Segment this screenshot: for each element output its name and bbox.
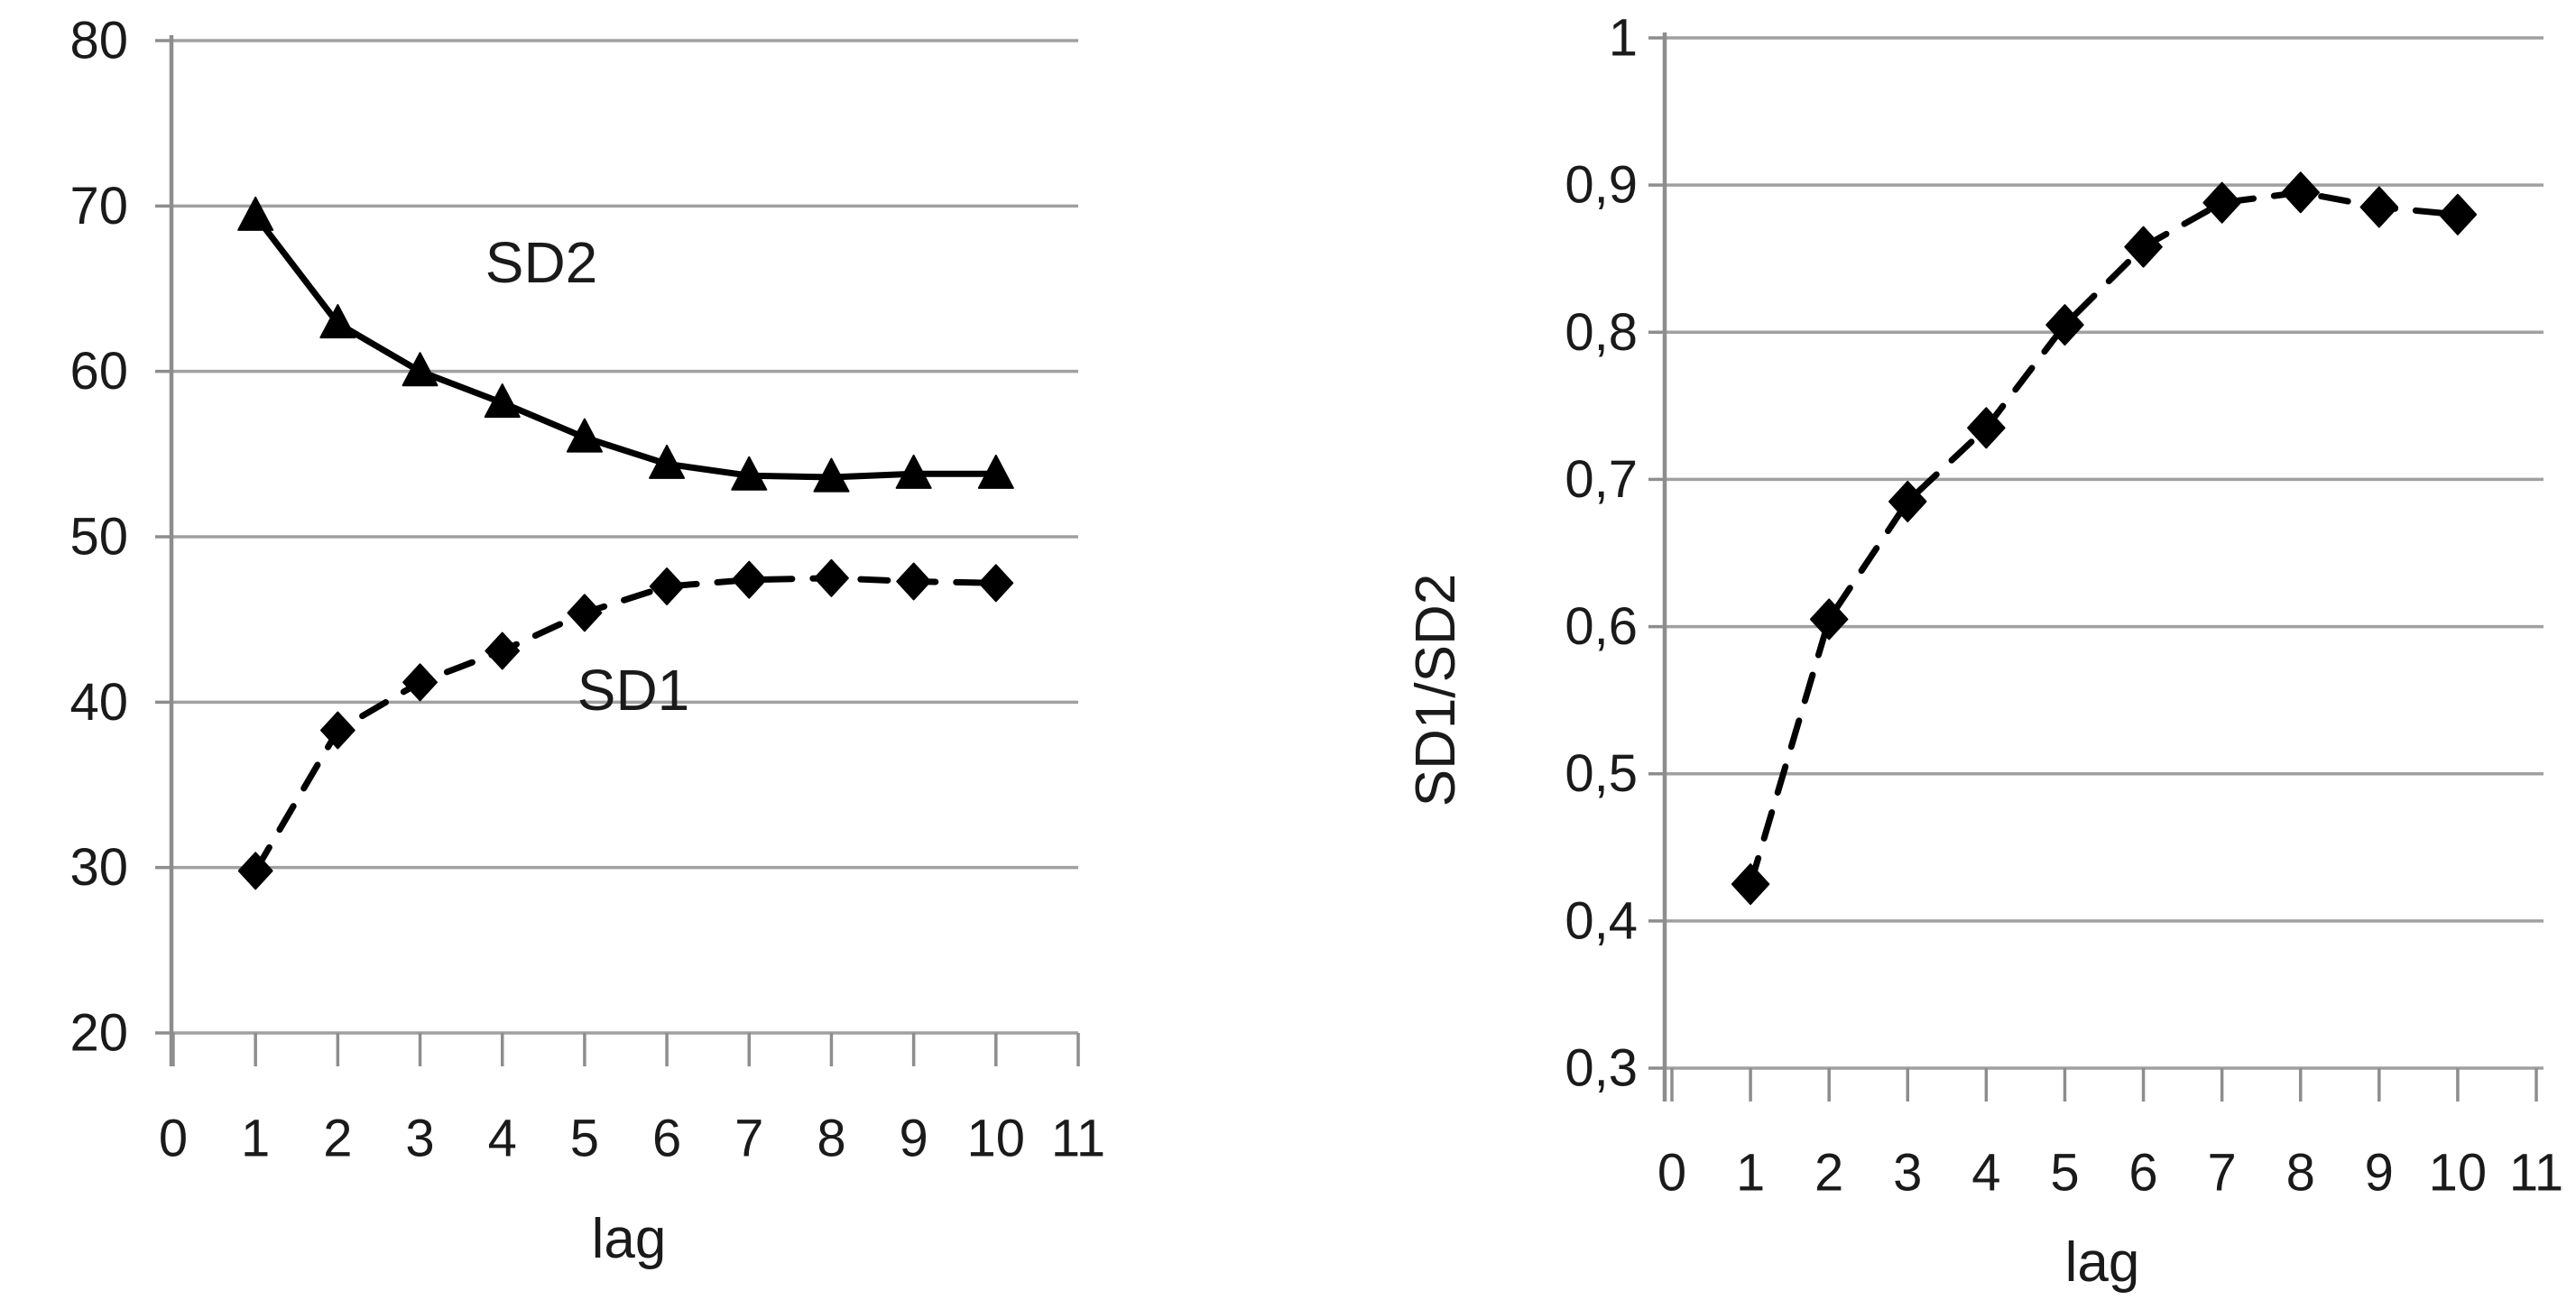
- triangle-marker-SD2: [813, 457, 850, 493]
- sd1-series-label: SD1: [577, 658, 690, 723]
- diamond-marker-SD1: [319, 711, 355, 750]
- y-tick-label: 0,7: [1565, 450, 1638, 509]
- diamond-marker-SD1-SD2: [1731, 863, 1770, 906]
- x-tick-label: 4: [488, 1110, 517, 1168]
- diamond-marker-SD1: [237, 852, 273, 890]
- y-tick-label: 0,9: [1565, 156, 1638, 215]
- series-line-SD1: [252, 575, 1000, 874]
- diamond-marker-SD1: [485, 631, 521, 670]
- y-tick-label: 0,6: [1565, 597, 1638, 656]
- diamond-marker-SD1: [402, 663, 438, 702]
- diamond-marker-SD1-SD2: [2359, 186, 2399, 228]
- triangle-marker-SD2: [566, 418, 603, 453]
- y-tick-label: 0,5: [1565, 744, 1638, 803]
- y-tick-label: 1: [1609, 9, 1638, 68]
- y-tick-label: 30: [69, 838, 128, 897]
- diamond-marker-SD1-SD2: [2202, 181, 2241, 224]
- diamond-marker-SD1: [814, 558, 849, 597]
- right-x-axis-title: lag: [2064, 1231, 2140, 1294]
- triangle-marker-SD2: [977, 454, 1014, 489]
- x-tick-label: 10: [967, 1110, 1026, 1168]
- triangle-marker-SD2: [895, 454, 932, 489]
- series-line-SD2: [252, 212, 1000, 481]
- y-tick-label: 70: [69, 177, 128, 235]
- diamond-marker-SD1-SD2: [2281, 171, 2320, 214]
- x-tick-label: 7: [734, 1110, 763, 1168]
- y-tick-label: 0,3: [1565, 1039, 1638, 1098]
- x-tick-label: 4: [1971, 1144, 2000, 1203]
- diamond-marker-SD1-SD2: [2438, 193, 2478, 235]
- diamond-marker-SD1: [731, 560, 767, 599]
- y-tick-label: 0,4: [1565, 891, 1638, 950]
- sd2-series-label: SD2: [485, 230, 598, 295]
- x-tick-label: 3: [405, 1110, 434, 1168]
- x-tick-label: 6: [2128, 1144, 2157, 1203]
- sd1-sd2-ratio-chart: 0,3 0,4 0,5 0,6 0,7 0,8 0,9 1 0 1 2 3 4 5 6 7 8 9 10 11 SD1…: [1268, 0, 2576, 1309]
- triangle-marker-SD2: [402, 352, 439, 387]
- x-tick-label: 5: [570, 1110, 599, 1168]
- x-tick-label: 0: [1657, 1144, 1686, 1203]
- y-tick-label: 40: [69, 673, 128, 732]
- triangle-marker-SD2: [484, 383, 521, 419]
- y-tick-label: 20: [69, 1004, 128, 1063]
- diamond-marker-SD1-SD2: [2045, 304, 2084, 346]
- y-tick-label: 60: [69, 342, 128, 401]
- x-tick-label: 7: [2208, 1144, 2237, 1203]
- x-tick-label: 1: [1736, 1144, 1765, 1203]
- right-y-axis-title: SD1/SD2: [1405, 573, 1467, 807]
- diamond-marker-SD1: [649, 567, 685, 605]
- sd1-sd2-chart: 20 30 40 50 60 70 80 0 1 2 3 4 5 6 7 8 9 10 11 SD2 SD1 lag: [0, 0, 1268, 1309]
- x-tick-label: 2: [323, 1110, 352, 1168]
- x-tick-label: 5: [2050, 1144, 2079, 1203]
- x-tick-label: 9: [2365, 1144, 2394, 1203]
- x-tick-label: 8: [2286, 1144, 2315, 1203]
- x-tick-label: 9: [900, 1110, 928, 1168]
- y-tick-label: 80: [69, 12, 128, 70]
- diamond-marker-SD1-SD2: [1967, 407, 2006, 449]
- diamond-marker-SD1: [896, 562, 932, 601]
- y-tick-label: 0,8: [1565, 303, 1638, 362]
- y-tick-label: 50: [69, 508, 128, 567]
- x-tick-label: 0: [159, 1110, 188, 1168]
- diamond-marker-SD1: [978, 564, 1014, 603]
- x-tick-label: 8: [817, 1110, 845, 1168]
- x-tick-label: 3: [1893, 1144, 1922, 1203]
- diamond-marker-SD1: [567, 594, 603, 632]
- x-tick-label: 6: [652, 1110, 681, 1168]
- x-tick-label: 11: [1051, 1110, 1105, 1168]
- x-tick-label: 11: [2509, 1144, 2563, 1203]
- left-x-axis-title: lag: [591, 1208, 667, 1270]
- triangle-marker-SD2: [649, 444, 686, 479]
- triangle-marker-SD2: [731, 456, 768, 491]
- triangle-marker-SD2: [237, 196, 274, 231]
- diamond-marker-SD1-SD2: [2124, 226, 2163, 268]
- sd1-sd2-ratio-chart-canvas: 0,30,40,50,60,70,80,910 1 2 3 4 5 6 7 8 9 10 11: [1565, 9, 2563, 1203]
- sd1-sd2-chart-canvas: 20 30 40 50 60 70 80 0 1 2 3 4 5 6 7 8 9 10 11: [69, 12, 1105, 1168]
- series-line-SD1-SD2: [1747, 189, 2461, 888]
- diamond-marker-SD1-SD2: [1888, 480, 1927, 522]
- x-tick-label: 1: [241, 1110, 270, 1168]
- triangle-marker-SD2: [319, 304, 356, 339]
- x-tick-label: 10: [2429, 1144, 2488, 1203]
- x-tick-label: 2: [1814, 1144, 1843, 1203]
- diamond-marker-SD1-SD2: [1809, 598, 1849, 641]
